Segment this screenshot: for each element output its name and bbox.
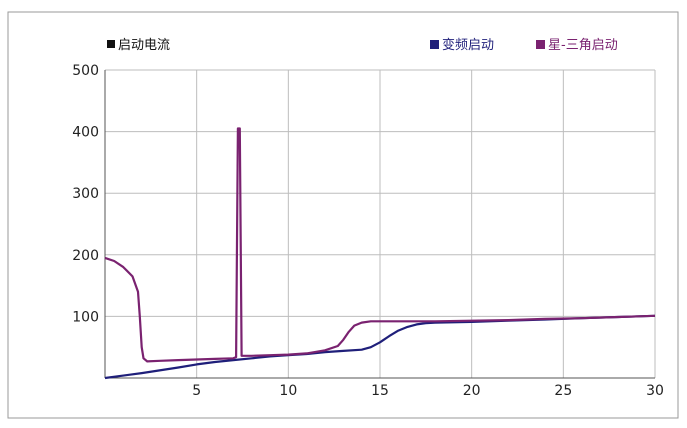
y-tick-label-500: 500: [72, 63, 99, 79]
y-tick-label-400: 400: [72, 125, 99, 141]
series-title-group: 启动电流: [107, 38, 170, 53]
tick-labels: 5 10 15 20 25 30 100 200 300 400 500: [72, 63, 664, 399]
x-tick-label-20: 20: [463, 383, 481, 399]
x-tick-label-30: 30: [646, 383, 664, 399]
x-tick-label-5: 5: [192, 383, 201, 399]
legend-label-star-delta: 星-三角启动: [548, 38, 618, 53]
series-title: 启动电流: [118, 38, 170, 53]
series-lines: [104, 127, 656, 380]
x-tick-label-25: 25: [554, 383, 572, 399]
series-title-marker: [107, 40, 115, 48]
legend: 变频启动 星-三角启动: [430, 37, 618, 53]
legend-label-variable-frequency: 变频启动: [442, 37, 494, 53]
y-tick-label-200: 200: [72, 248, 99, 264]
legend-marker-variable-frequency: [430, 40, 439, 49]
grid-lines: [105, 69, 656, 378]
chart-frame: [7, 11, 679, 419]
legend-marker-star-delta: [536, 40, 545, 49]
y-tick-label-100: 100: [72, 309, 99, 325]
axes: [104, 70, 655, 379]
x-tick-label-15: 15: [371, 383, 389, 399]
series-line-star-delta: [104, 127, 656, 363]
y-tick-label-300: 300: [72, 186, 99, 202]
x-tick-label-10: 10: [279, 383, 297, 399]
